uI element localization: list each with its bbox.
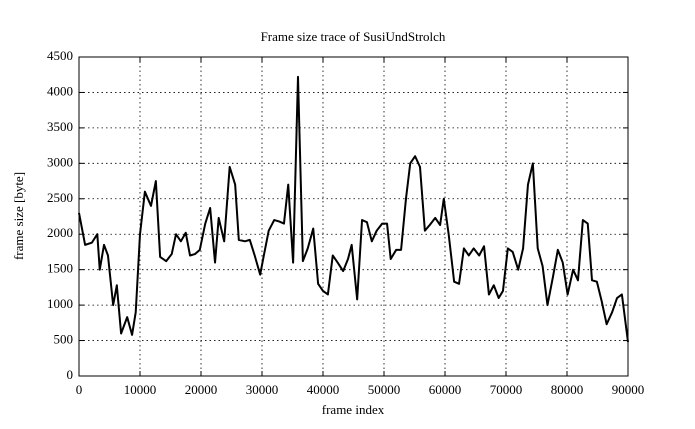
x-tick-label: 70000 [490,382,523,397]
plot-frame [78,56,629,377]
y-tick-label: 3000 [47,154,73,169]
x-axis-label: frame index [322,402,385,417]
x-tick-label: 90000 [612,382,645,397]
y-axis-label: frame size [byte] [11,172,26,260]
x-tick-label: 10000 [124,382,157,397]
y-tick-label: 1000 [47,296,73,311]
x-tick-label: 40000 [307,382,340,397]
y-tick-label: 3500 [47,119,73,134]
y-tick-label: 500 [54,332,74,347]
x-tick-label: 0 [76,382,83,397]
chart-title: Frame size trace of SusiUndStrolch [261,29,446,44]
x-tick-label: 20000 [185,382,218,397]
y-tick-label: 2000 [47,225,73,240]
data-line [78,75,629,343]
x-tick-label: 60000 [429,382,462,397]
y-tick-label: 1500 [47,261,73,276]
x-tick-label: 50000 [368,382,401,397]
y-tick-label: 2500 [47,190,73,205]
x-tick-label: 80000 [551,382,584,397]
x-tick-label: 30000 [246,382,279,397]
y-tick-label: 0 [67,367,74,382]
y-tick-label: 4500 [47,48,73,63]
y-tick-label: 4000 [47,83,73,98]
